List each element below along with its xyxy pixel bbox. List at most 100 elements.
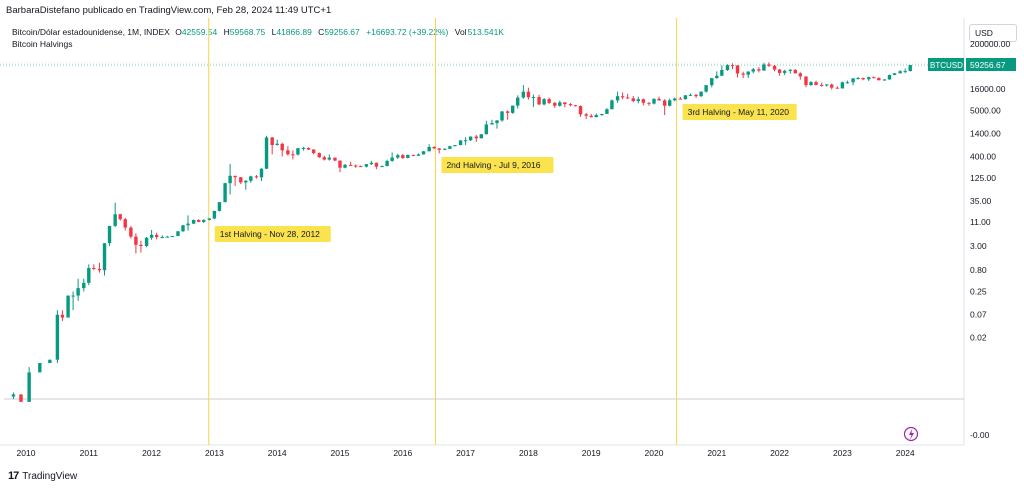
candle-body <box>772 65 777 70</box>
annotation-box <box>214 226 331 242</box>
tradingview-brand[interactable]: 17 TradingView <box>8 470 77 482</box>
volume-value: 513.541K <box>467 27 504 37</box>
candle <box>264 135 269 170</box>
candle-body <box>207 218 212 220</box>
candle-body <box>228 175 232 184</box>
candle-body <box>421 151 426 155</box>
candle <box>474 134 478 142</box>
candle-body <box>286 150 290 155</box>
high-value: 59568.75 <box>229 27 266 37</box>
candle-body <box>301 147 306 149</box>
candle <box>406 154 410 159</box>
lightning-icon <box>903 426 919 442</box>
candle-body <box>275 143 279 145</box>
candle <box>490 119 494 125</box>
price-tick-label: 35.00 <box>970 196 992 206</box>
candle <box>254 175 259 179</box>
candle-body <box>181 225 185 232</box>
candle <box>531 94 536 107</box>
candle <box>704 85 708 93</box>
candle-body <box>432 146 436 149</box>
candle-body <box>364 164 369 167</box>
candle-body <box>322 157 326 160</box>
candle <box>129 225 133 239</box>
candle <box>19 394 23 402</box>
candle <box>553 102 557 108</box>
candle-body <box>511 105 515 113</box>
candle-body <box>338 160 342 168</box>
candle <box>767 62 771 67</box>
time-tick-label: 2024 <box>896 448 915 458</box>
candle <box>149 229 154 240</box>
candle-body <box>27 372 31 402</box>
candle <box>673 97 677 102</box>
candle <box>725 64 730 71</box>
candle <box>463 137 468 145</box>
candle-body <box>767 64 771 66</box>
candle-body <box>589 115 593 118</box>
candle <box>369 160 374 165</box>
lightning-icon-bolt <box>909 429 914 440</box>
price-tick-label: 0.80 <box>970 265 987 275</box>
candle <box>107 225 112 246</box>
candle-body <box>191 220 196 224</box>
candle <box>809 81 813 87</box>
time-tick-label: 2023 <box>833 448 852 458</box>
candle <box>191 219 196 225</box>
time-tick-label: 2021 <box>707 448 726 458</box>
candle-body <box>233 175 237 178</box>
price-tick-label: 200000.00 <box>970 39 1010 49</box>
candle <box>76 278 80 301</box>
candle-body <box>882 79 887 81</box>
candle <box>558 100 562 107</box>
candle-body <box>134 236 138 245</box>
time-tick-label: 2018 <box>519 448 538 458</box>
candle-body <box>144 237 149 246</box>
candle <box>730 63 735 70</box>
candle-body <box>887 74 892 80</box>
candle <box>458 140 463 146</box>
candle-body <box>97 268 102 271</box>
candle <box>244 180 248 190</box>
candle <box>97 262 102 273</box>
candle <box>432 146 436 149</box>
candle-body <box>197 220 201 222</box>
candle <box>280 142 284 157</box>
candle <box>825 84 829 87</box>
high-label: H <box>223 27 230 37</box>
candle-body <box>87 268 91 283</box>
candle-body <box>730 65 735 67</box>
candle-body <box>547 99 551 103</box>
currency-button[interactable]: USD <box>969 24 1017 42</box>
candle <box>364 163 369 168</box>
candle-body <box>427 146 431 152</box>
candle-body <box>625 97 630 99</box>
candle-body <box>741 73 745 75</box>
candle-body <box>856 77 860 79</box>
candle <box>170 235 175 238</box>
candle-body <box>244 180 248 183</box>
candle-body <box>573 105 578 107</box>
candle <box>437 148 441 154</box>
candle <box>259 168 264 181</box>
candle <box>710 77 714 88</box>
ohlc-legend: Bitcoin/Dólar estadounidense, 1M, INDEX … <box>12 27 508 37</box>
candle <box>343 164 347 169</box>
candle-body <box>631 98 635 102</box>
candle <box>102 243 107 276</box>
candle-body <box>333 157 337 161</box>
time-tick-label: 2013 <box>205 448 224 458</box>
candle <box>856 76 860 80</box>
candle-body <box>725 65 730 71</box>
candle-body <box>908 65 912 72</box>
candle <box>401 153 405 159</box>
candle-body <box>264 137 269 169</box>
candle <box>788 68 792 74</box>
candle-body <box>578 106 583 115</box>
halving-annotation-label: 1st Halving - Nov 28, 2012 <box>220 229 320 239</box>
candle <box>657 96 661 101</box>
candle <box>819 82 824 87</box>
candle-body <box>814 82 818 85</box>
candle <box>322 155 326 161</box>
